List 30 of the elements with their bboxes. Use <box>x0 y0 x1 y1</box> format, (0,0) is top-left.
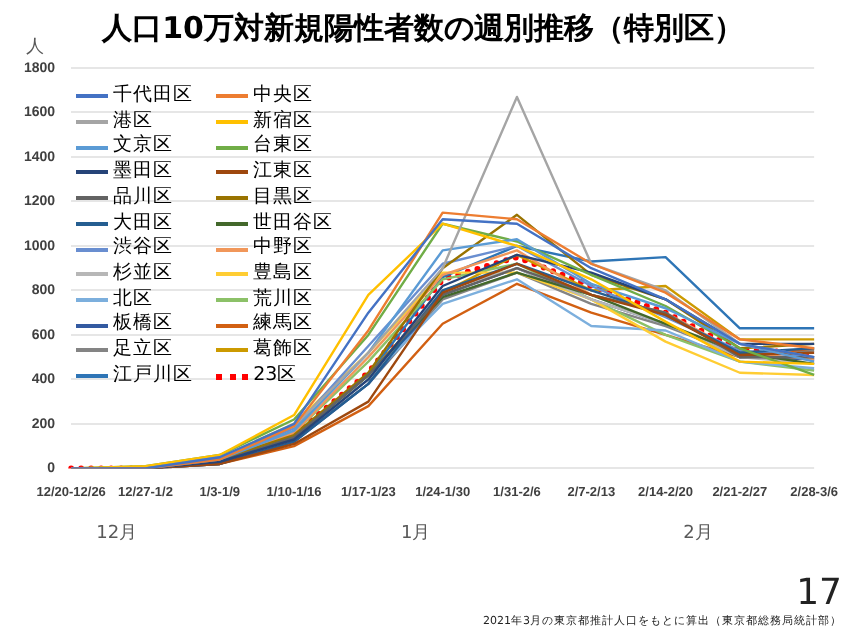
legend-label: 大田区 <box>113 211 174 236</box>
legend-label: 中央区 <box>253 84 314 110</box>
legend-label: 渋谷区 <box>113 236 174 262</box>
legend-label: 江戸川区 <box>113 363 194 389</box>
legend-label: 目黒区 <box>253 185 314 212</box>
y-axis-title: 人 <box>26 36 45 58</box>
chart-title: 人口10万対新規陽性者数の週別推移（特別区） <box>100 9 744 46</box>
legend-label: 江東区 <box>253 160 314 186</box>
legend-label: 台東区 <box>253 134 314 160</box>
text: 17 <box>794 572 842 614</box>
legend-label: 葛飾区 <box>253 338 314 364</box>
legend-label: 杉並区 <box>113 261 174 288</box>
legend-label: 23区 <box>253 363 298 389</box>
legend-label: 世田谷区 <box>253 211 334 236</box>
legend-label: 墨田区 <box>113 160 174 186</box>
text: 12月 <box>96 522 138 547</box>
legend-label: 品川区 <box>113 185 174 212</box>
legend-label: 中野区 <box>253 236 314 262</box>
legend-label: 北区 <box>113 287 154 312</box>
legend-label: 豊島区 <box>253 261 314 288</box>
text: 1月 <box>400 522 431 547</box>
legend-label: 足立区 <box>113 338 174 364</box>
legend-label: 新宿区 <box>253 109 314 134</box>
legend-label: 練馬区 <box>253 312 314 338</box>
legend-label: 板橋区 <box>113 312 174 338</box>
legend-label: 文京区 <box>113 134 174 160</box>
legend-label: 港区 <box>113 109 154 134</box>
legend-label: 荒川区 <box>253 287 314 312</box>
text: 2月 <box>683 522 713 547</box>
legend-label: 千代田区 <box>113 84 194 110</box>
